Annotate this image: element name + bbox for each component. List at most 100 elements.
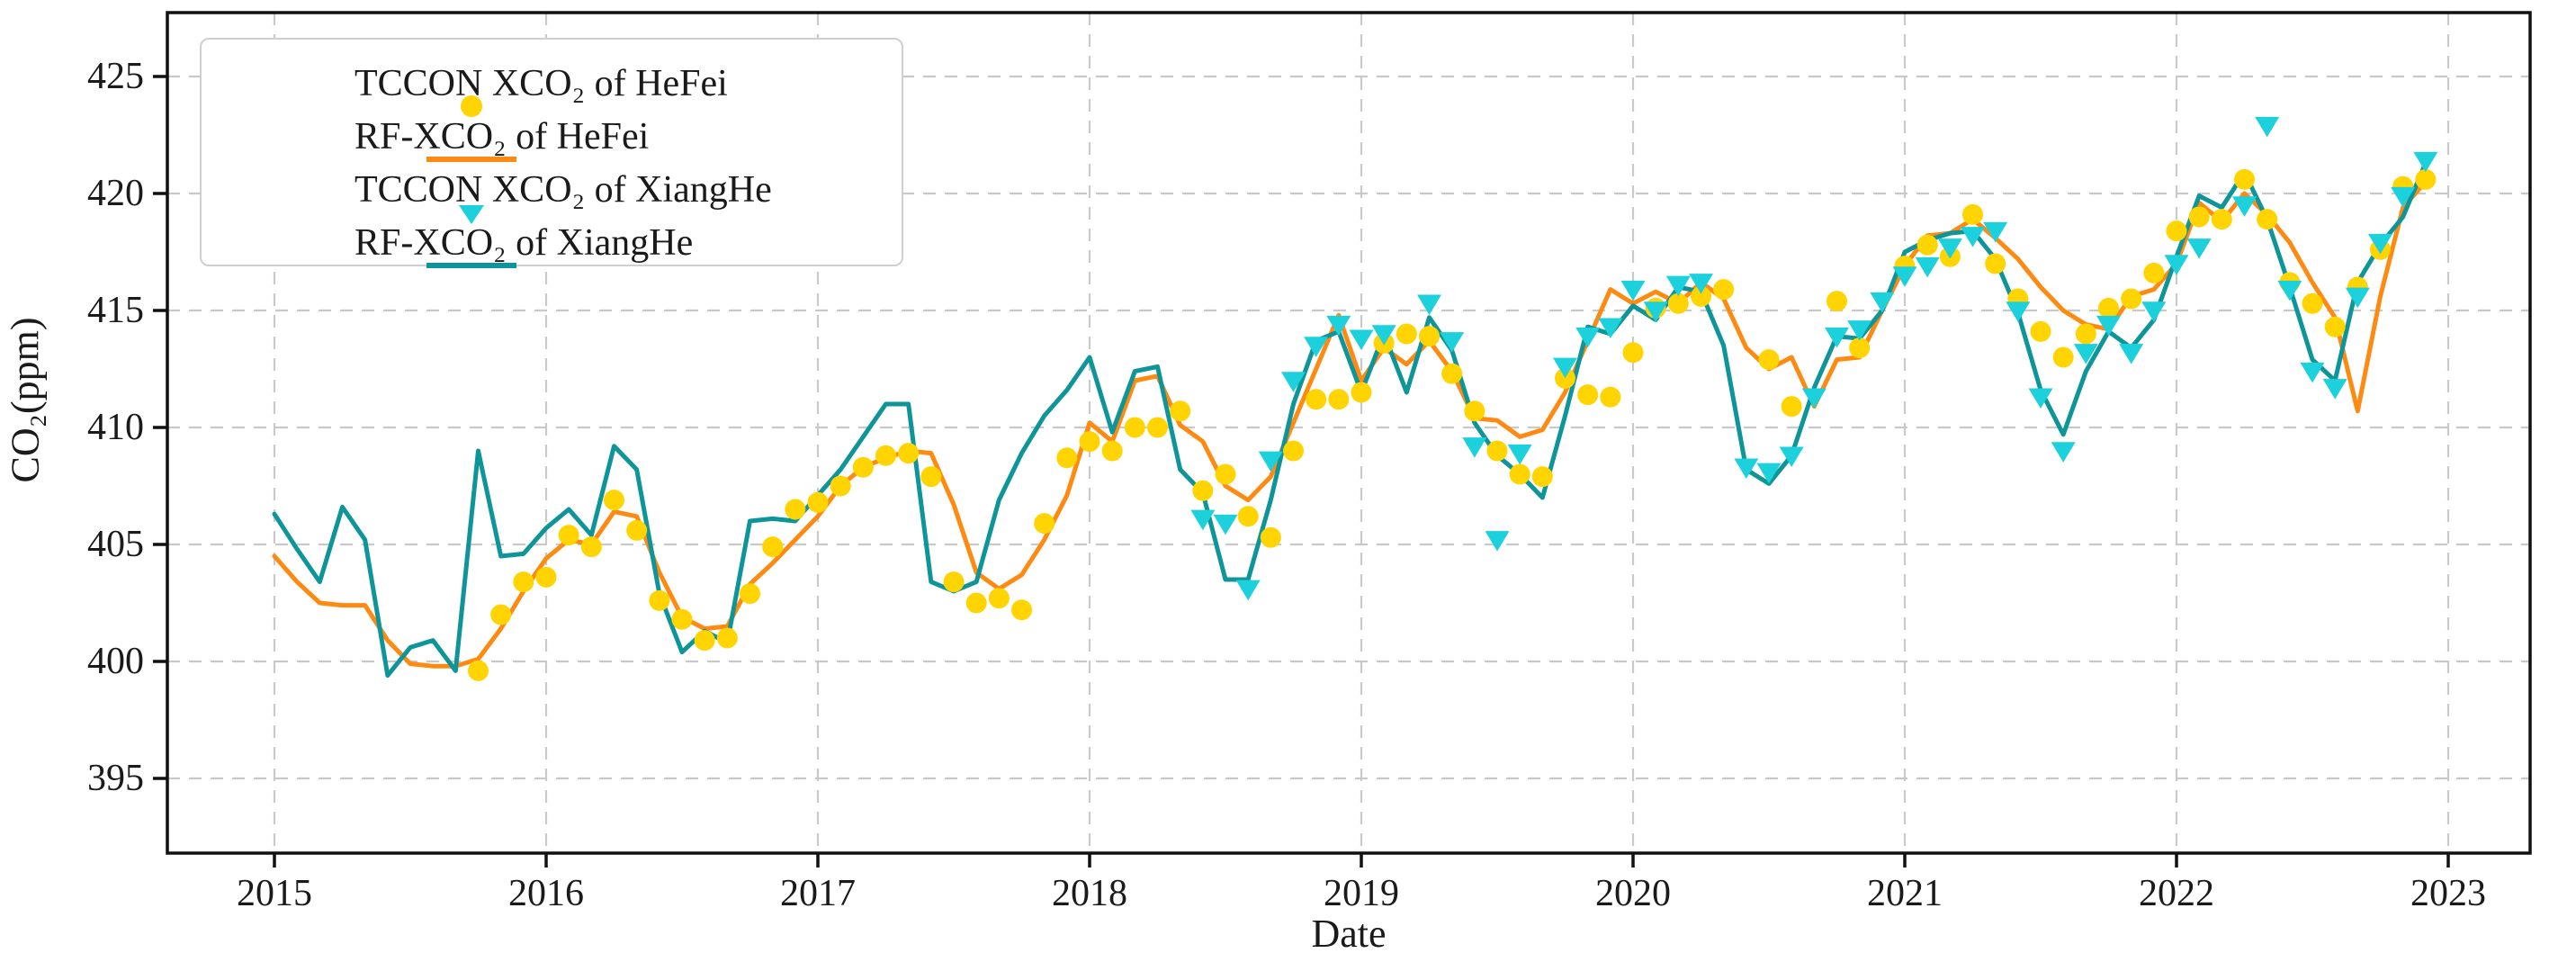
tccon-xianghe-point — [1801, 388, 1827, 409]
tccon-xianghe-point — [1462, 437, 1487, 458]
tccon-xianghe-point — [1281, 372, 1306, 392]
tccon-xianghe-point — [2413, 151, 2438, 173]
tccon-hefei-point — [1531, 466, 1553, 488]
tccon-xianghe-point — [1983, 221, 2008, 243]
tccon-hefei-point — [2302, 292, 2323, 314]
tccon-hefei-point — [2211, 209, 2232, 230]
y-tick-label: 420 — [87, 173, 144, 214]
tccon-hefei-point — [1101, 440, 1123, 462]
tccon-hefei-point — [1667, 292, 1689, 314]
tccon-xianghe-point — [1326, 315, 1351, 337]
tccon-hefei-point — [898, 443, 920, 464]
tccon-xianghe-point — [1870, 292, 1895, 313]
tccon-xianghe-point — [2006, 301, 2031, 322]
tccon-hefei-point — [988, 588, 1010, 609]
tccon-hefei-point — [649, 589, 670, 611]
tccon-xianghe-point — [2096, 315, 2121, 337]
tccon-hefei-point — [1011, 599, 1032, 621]
x-tick-label: 2017 — [780, 873, 856, 914]
tccon-hefei-point — [1260, 526, 1281, 548]
tccon-xianghe-point — [1643, 301, 1668, 322]
tccon-xianghe-point — [1620, 280, 1646, 301]
tccon-hefei-point — [1916, 234, 1938, 256]
tccon-hefei-point — [1622, 342, 1644, 364]
x-axis-title: Date — [1311, 912, 1387, 956]
tccon-hefei-point — [1758, 349, 1780, 371]
tccon-xianghe-point — [1349, 329, 1374, 351]
tccon-xianghe-point — [1847, 320, 1872, 341]
tccon-hefei-point — [1306, 389, 1327, 410]
tccon-hefei-point — [1486, 440, 1508, 462]
tccon-xianghe-point — [1304, 337, 1329, 357]
tccon-hefei-point — [1079, 431, 1100, 453]
tccon-xianghe-point — [1507, 444, 1532, 465]
tccon-hefei-point — [535, 566, 557, 588]
tccon-xianghe-point — [2300, 362, 2325, 383]
tccon-hefei-point — [2030, 320, 2051, 342]
tccon-hefei-point — [604, 490, 624, 511]
y-tick-label: 400 — [87, 641, 144, 682]
tccon-hefei-point — [1192, 480, 1214, 501]
tccon-hefei-point — [2234, 168, 2255, 190]
tccon-hefei-point — [2188, 206, 2210, 228]
tccon-xianghe-point — [1961, 227, 1985, 247]
tccon-xianghe-point — [2368, 233, 2392, 255]
tccon-xianghe-point — [1734, 458, 1759, 480]
tccon-xianghe-point — [1440, 332, 1465, 353]
tccon-xianghe-point — [1892, 266, 1917, 287]
tccon-hefei-point — [1215, 463, 1236, 485]
tccon-hefei-point — [1464, 400, 1485, 422]
tccon-hefei-point — [513, 571, 534, 593]
x-tick-label: 2016 — [508, 873, 584, 914]
tccon-xianghe-point — [2164, 255, 2189, 275]
legend-item-rf-hefei: RF-XCO₂ of HeFei — [202, 110, 902, 163]
tccon-hefei-point — [875, 445, 896, 466]
tccon-xianghe-point — [1485, 531, 1510, 552]
tccon-xianghe-point — [2186, 238, 2212, 259]
x-tick-label: 2023 — [2410, 873, 2486, 914]
tccon-hefei-point — [2121, 288, 2142, 310]
tccon-hefei-point — [2052, 346, 2074, 368]
tccon-hefei-point — [490, 604, 512, 625]
y-tick-label: 405 — [87, 524, 144, 565]
tccon-hefei-point — [1124, 417, 1145, 438]
tccon-hefei-point — [1781, 396, 1802, 418]
tccon-xianghe-point — [1825, 327, 1849, 348]
tccon-xianghe-point — [1598, 318, 1623, 339]
series-scatter-tccon-xianghe — [1190, 116, 2438, 601]
x-tick-label: 2019 — [1324, 873, 1399, 914]
tccon-hefei-point — [1034, 513, 1055, 535]
tccon-hefei-point — [1328, 389, 1350, 410]
tccon-hefei-point — [1509, 463, 1530, 485]
legend-item-tccon-hefei: TCCON XCO₂ of HeFei — [202, 57, 902, 117]
tccon-xianghe-point — [2028, 388, 2053, 409]
tccon-xianghe-point — [1553, 357, 1577, 379]
y-tick-label: 425 — [87, 56, 144, 97]
legend-item-rf-xianghe: RF-XCO₂ of XiangHe — [202, 216, 902, 269]
series-line-rf-hefei — [272, 179, 2428, 669]
legend-label: TCCON XCO₂ of XiangHe — [355, 168, 772, 211]
tccon-hefei-point — [1962, 203, 1983, 225]
tccon-hefei-point — [830, 475, 851, 497]
tccon-hefei-point — [1441, 363, 1463, 384]
y-tick-label: 395 — [87, 758, 144, 799]
legend-label: TCCON XCO₂ of HeFei — [355, 62, 728, 104]
tccon-hefei-point — [694, 630, 715, 652]
x-tick-label: 2020 — [1595, 873, 1671, 914]
tccon-hefei-point — [1555, 367, 1575, 389]
tccon-hefei-point — [762, 536, 784, 558]
tccon-hefei-point — [1419, 326, 1440, 347]
tccon-hefei-point — [1056, 447, 1078, 469]
legend-label: RF-XCO₂ of HeFei — [355, 115, 650, 157]
tccon-xianghe-point — [1213, 514, 1238, 535]
tccon-hefei-point — [965, 592, 987, 614]
tccon-hefei-point — [580, 536, 602, 558]
x-tick-label: 2022 — [2139, 873, 2214, 914]
tccon-xianghe-point — [2391, 186, 2416, 208]
tccon-xianghe-point — [1371, 325, 1396, 346]
tccon-hefei-point — [1396, 323, 1417, 345]
tccon-hefei-point — [671, 608, 693, 630]
tccon-xianghe-point — [1665, 275, 1691, 297]
tccon-xianghe-point — [1915, 256, 1940, 278]
